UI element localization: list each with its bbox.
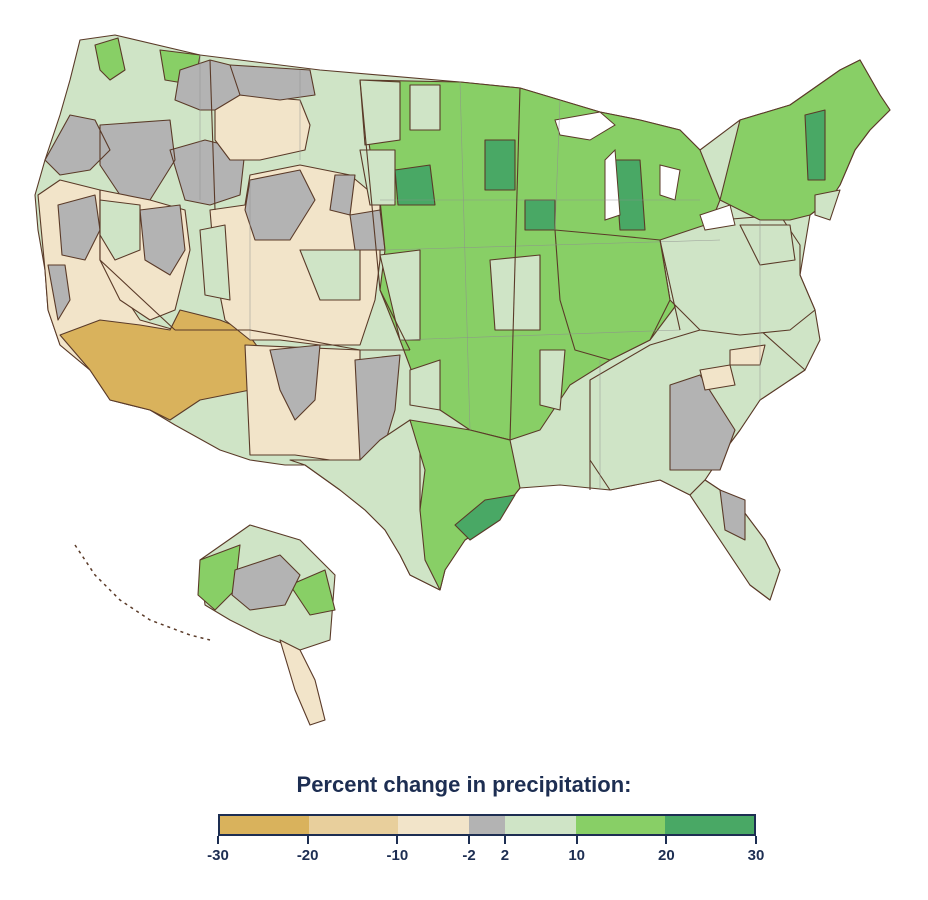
region-nevada-central <box>139 204 186 276</box>
legend-tick-label: 20 <box>657 847 675 864</box>
legend-swatch <box>309 816 398 834</box>
legend-tick <box>396 836 399 844</box>
legend-swatch <box>664 816 754 834</box>
legend-tick-label: -10 <box>386 847 409 864</box>
legend-tick <box>503 836 506 844</box>
legend-tick-label: -30 <box>207 847 229 864</box>
legend-swatch <box>220 816 309 834</box>
region-northeast-light <box>739 189 841 266</box>
region-northern-plains-light <box>359 79 566 411</box>
region-texas-gulf-coast <box>454 494 516 541</box>
legend-color-bar <box>218 814 756 836</box>
legend-swatch <box>469 816 505 834</box>
region-iowa-core <box>524 199 556 231</box>
precipitation-change-map <box>34 34 891 726</box>
legend-tick <box>575 836 578 844</box>
legend-tick <box>468 836 471 844</box>
legend-tick-label: 10 <box>568 847 585 864</box>
legend-tick <box>306 836 309 844</box>
legend-title: Percent change in precipitation: <box>296 772 632 797</box>
region-montana-central <box>214 94 311 161</box>
region-alaska-interior <box>231 554 301 611</box>
legend-swatch <box>575 816 665 834</box>
legend-tick <box>755 836 757 844</box>
region-vermont <box>804 109 826 181</box>
alaska <box>74 524 336 726</box>
legend-tick <box>217 836 219 844</box>
region-minnesota-core <box>484 139 516 191</box>
region-california-gray <box>47 194 101 321</box>
region-south-dakota-core <box>394 164 436 206</box>
region-idaho-montana-west <box>229 64 316 101</box>
region-texas-east <box>409 419 521 591</box>
region-florida-north <box>719 489 746 541</box>
region-ohio-valley <box>554 229 671 361</box>
legend-swatch <box>398 816 470 834</box>
aleutian-islands <box>74 544 211 641</box>
legend-tick <box>665 836 668 844</box>
legend-tick-label: -20 <box>296 847 319 864</box>
legend-tick-label: 2 <box>500 847 510 864</box>
region-alaska-west <box>197 544 336 616</box>
region-northeast <box>719 59 891 221</box>
great-lakes <box>554 111 736 231</box>
legend-tick-label: 30 <box>747 847 765 864</box>
region-alaska-panhandle <box>279 639 326 726</box>
state-boundaries <box>99 59 681 490</box>
region-florida <box>689 479 781 601</box>
region-georgia <box>669 374 736 471</box>
legend-swatch <box>504 816 576 834</box>
region-texas-west <box>289 419 441 591</box>
legend-tick-label: -2 <box>462 847 476 864</box>
climate-division-lines <box>199 55 761 490</box>
